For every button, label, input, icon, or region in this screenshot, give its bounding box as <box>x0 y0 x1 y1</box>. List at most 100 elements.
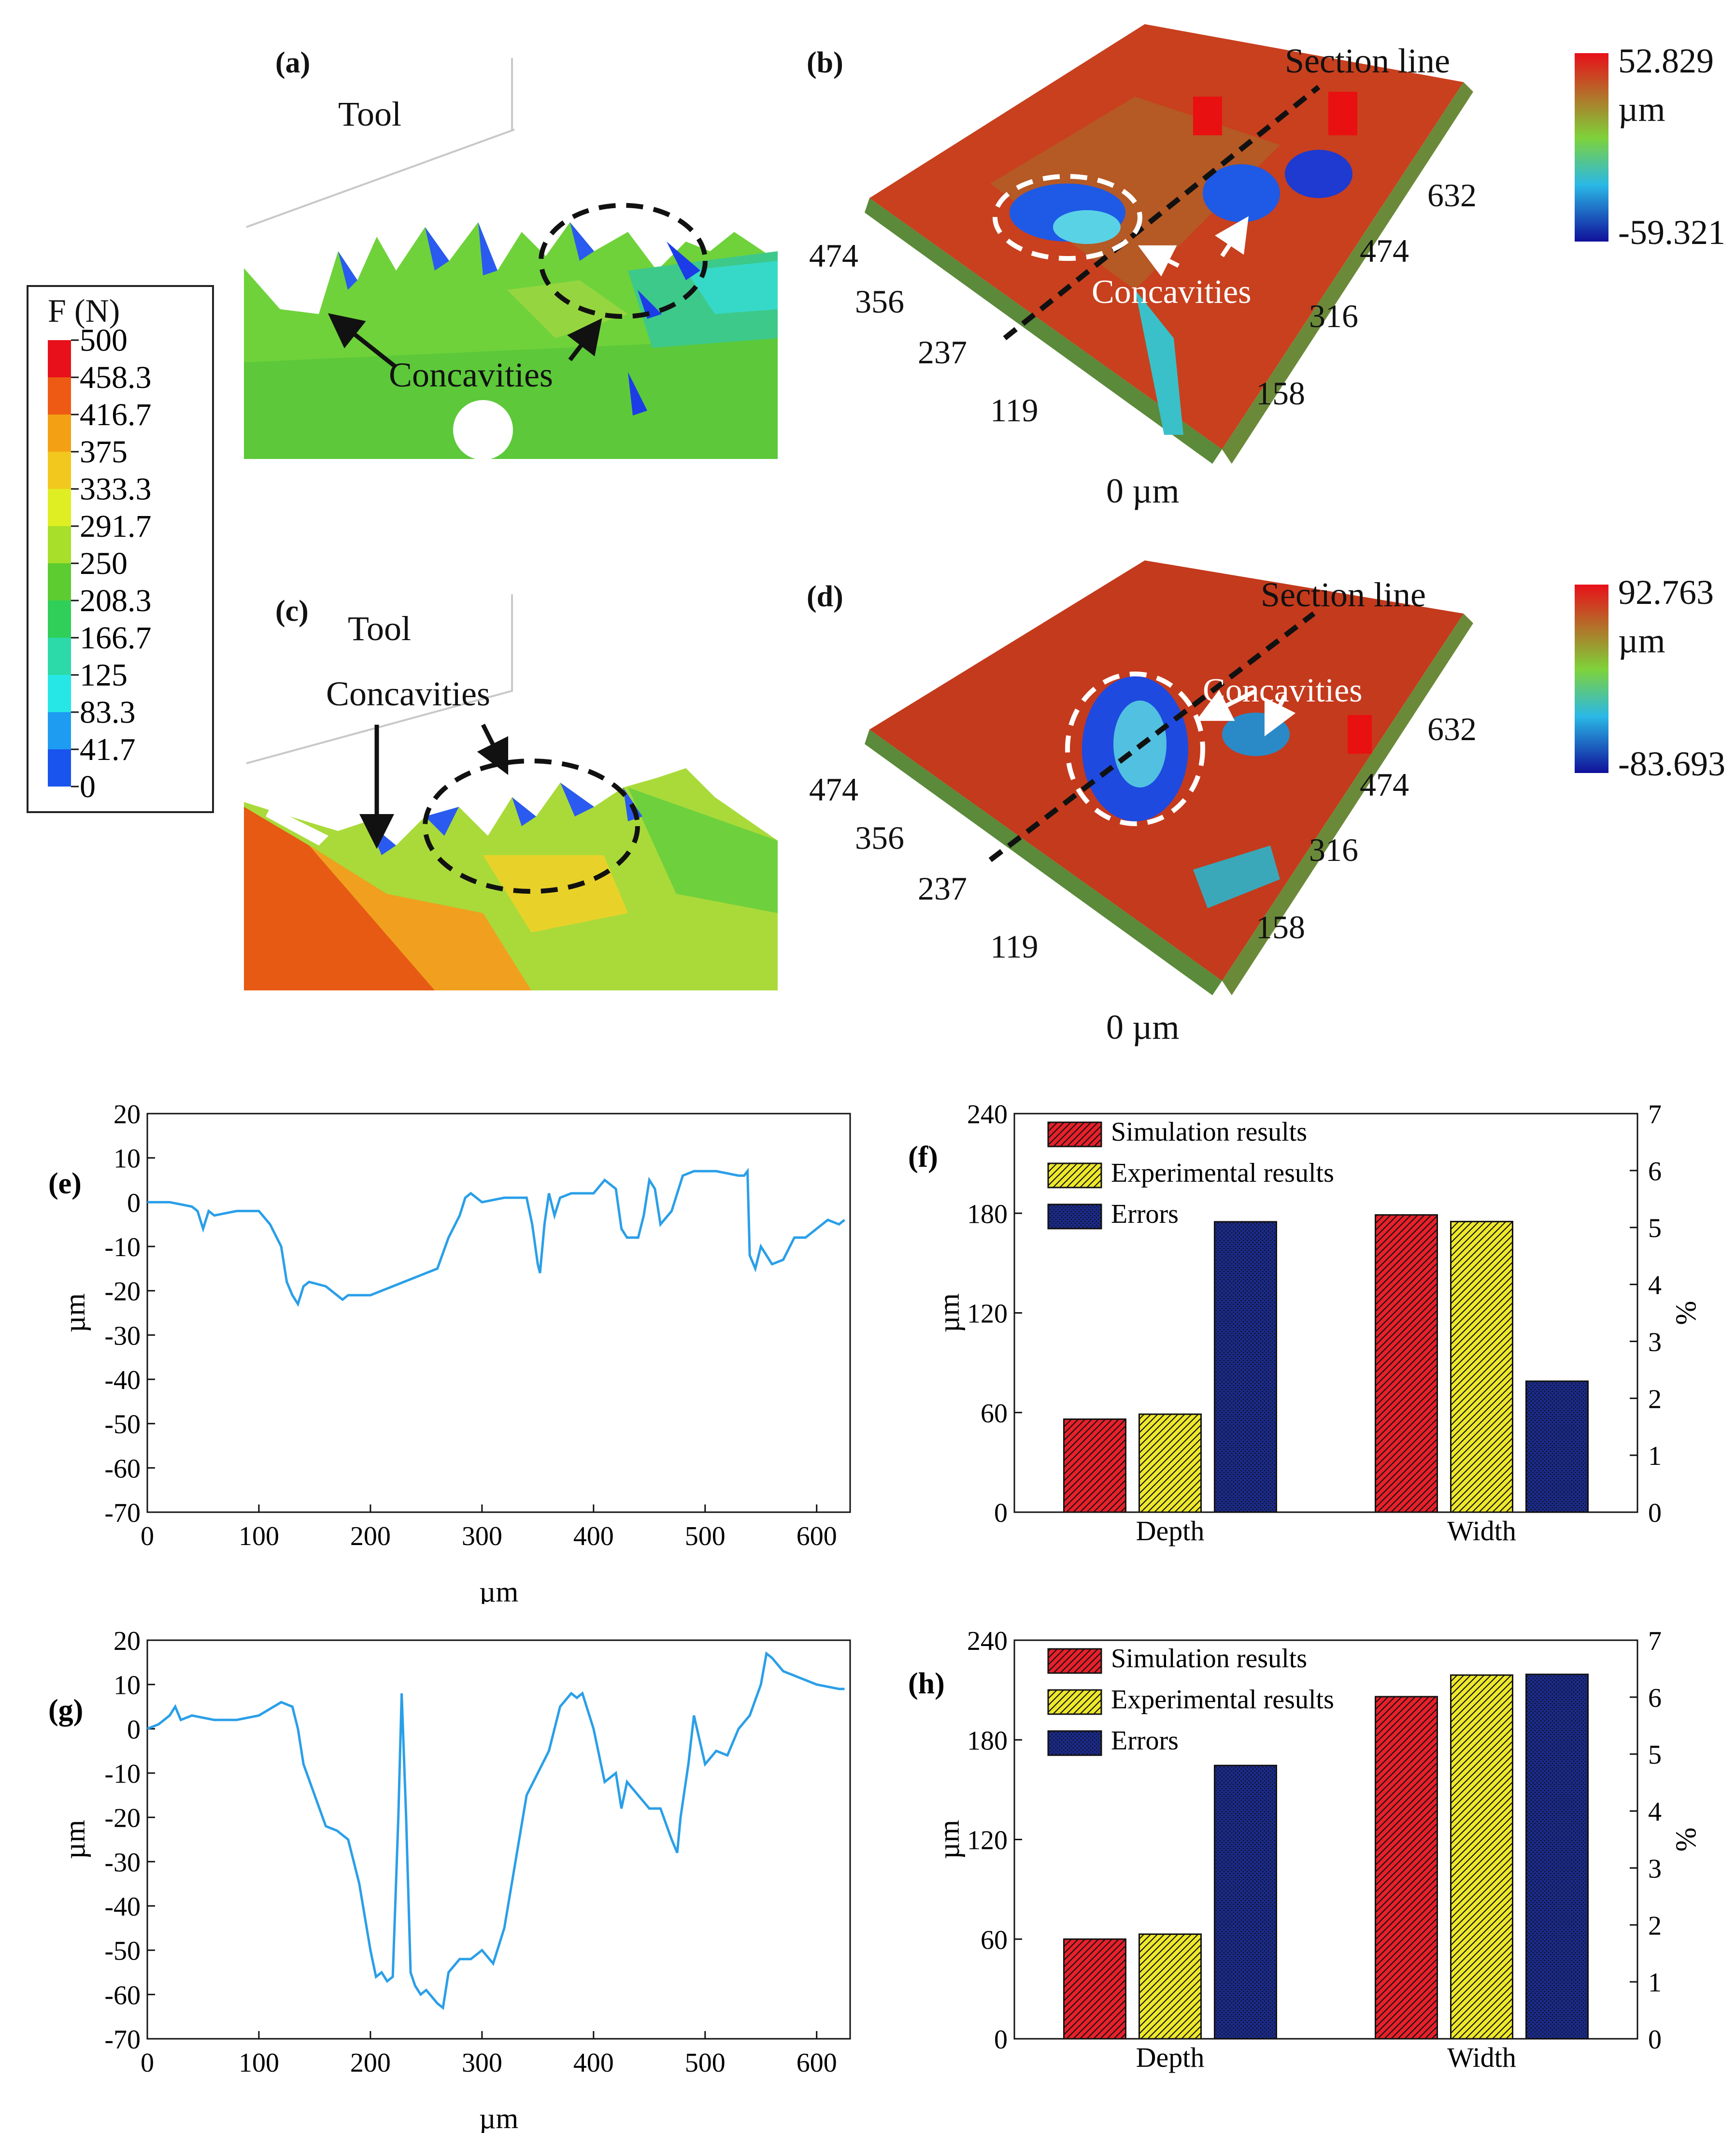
y2-axis-label: % <box>1670 1828 1702 1852</box>
panel-d: (d) Section line Concavities 92.763 µm -… <box>797 531 1736 1063</box>
y-tick-label: 0 <box>127 1715 141 1745</box>
arrow-concavity-left <box>1195 688 1257 721</box>
legend-level-label: 375 <box>80 434 128 470</box>
legend-color-cell <box>48 452 71 489</box>
legend-swatch <box>1047 1121 1102 1147</box>
y-tick-label: -10 <box>104 1232 141 1262</box>
y-tick-label: 240 <box>967 1100 1008 1130</box>
y-tick-label: 60 <box>981 1925 1008 1955</box>
x-category-label: Width <box>1447 2042 1516 2073</box>
x-tick-label: 600 <box>797 1521 837 1551</box>
y-tick-label: 10 <box>114 1144 141 1174</box>
panel-d-left-tick: 474 <box>809 771 858 808</box>
legend-entry: Simulation results <box>1111 1117 1307 1147</box>
bar-errors <box>1525 1674 1589 2040</box>
y2-tick-label: 6 <box>1648 1157 1662 1187</box>
y2-tick-label: 3 <box>1648 1854 1662 1884</box>
panel-a-concavities-label: Concavities <box>389 356 553 394</box>
y2-tick-label: 2 <box>1648 1384 1662 1414</box>
legend-swatch <box>1047 1648 1102 1674</box>
bar-experimental-results <box>1450 1674 1513 2040</box>
section-line <box>1003 85 1321 341</box>
chart-f: 0 60 120 180 240 0 1 2 3 4 5 6 7 µm % (f) Depth Width Simu… <box>908 1100 1702 1546</box>
force-legend-title: F (N) <box>48 292 120 329</box>
x-tick-label: 200 <box>350 1521 391 1551</box>
arrow-concavity-right <box>1264 694 1296 737</box>
legend-swatch <box>1047 1689 1102 1715</box>
y-tick-label: 120 <box>967 1826 1008 1856</box>
x-tick-label: 600 <box>797 2048 837 2078</box>
y-tick-label: 0 <box>994 2025 1008 2055</box>
panel-d-scale-unit: µm <box>1618 621 1665 660</box>
panel-d-left-tick: 356 <box>855 819 904 856</box>
bar-experimental-results <box>1450 1220 1513 1513</box>
panel-d-surface <box>865 560 1608 995</box>
y-tick-label: -50 <box>104 1936 141 1966</box>
bar-simulation-results <box>1375 1214 1438 1513</box>
y-tick-label: -70 <box>104 1498 141 1528</box>
y2-tick-label: 7 <box>1648 1626 1662 1656</box>
x-tick-label: 500 <box>685 2048 726 2078</box>
panel-a-label: (a) <box>275 46 311 79</box>
bar-experimental-results <box>1138 1933 1202 2040</box>
y2-tick-label: 0 <box>1648 1498 1662 1528</box>
legend-entry: Simulation results <box>1111 1644 1307 1674</box>
x-tick-label: 100 <box>239 1521 279 1551</box>
section-line <box>988 611 1316 862</box>
force-legend-scale: 500458.3416.7375333.3291.7250208.3166.71… <box>48 323 152 804</box>
y-tick-label: 180 <box>967 1199 1008 1229</box>
legend-swatch <box>1047 1203 1102 1230</box>
series-line-profile <box>147 1651 845 2010</box>
concavity-ellipse <box>993 174 1142 261</box>
bar-experimental-results <box>1138 1413 1202 1513</box>
y-tick-label: -60 <box>104 1980 141 2010</box>
y-axis-label: µm <box>933 1820 965 1859</box>
x-axis-label: µm <box>479 2103 518 2133</box>
panel-b-right-tick: 632 <box>1427 177 1477 214</box>
panel-d-section-line-label: Section line <box>1261 575 1426 614</box>
legend-level-label: 166.7 <box>80 620 152 656</box>
x-tick-label: 100 <box>239 2048 279 2078</box>
legend-level-label: 0 <box>80 769 96 804</box>
panel-c: (c) Tool Concavities <box>0 546 797 1029</box>
legend-entry: Errors <box>1111 1726 1179 1756</box>
y-axis-label: µm <box>933 1293 965 1332</box>
bar-simulation-results <box>1063 1418 1126 1513</box>
y2-tick-label: 5 <box>1648 1740 1662 1770</box>
chart-panel-label: (h) <box>908 1667 945 1700</box>
chart-h: 0 60 120 180 240 0 1 2 3 4 5 6 7 µm % (h) Depth Width Simu… <box>908 1626 1702 2073</box>
legend-color-cell <box>48 377 71 415</box>
panel-b-right-tick: 474 <box>1360 232 1409 269</box>
y-tick-label: 10 <box>114 1671 141 1701</box>
panel-d-left-tick: 119 <box>990 928 1039 965</box>
y2-tick-label: 7 <box>1648 1100 1662 1130</box>
y2-axis-label: % <box>1670 1301 1702 1325</box>
x-category-label: Depth <box>1136 2042 1205 2073</box>
legend-level-label: 291.7 <box>80 509 152 544</box>
legend-color-cell <box>48 340 71 377</box>
y-tick-label: -20 <box>104 1277 141 1307</box>
y-tick-label: -20 <box>104 1804 141 1833</box>
panel-b-left-tick: 356 <box>855 283 904 320</box>
tool-outline <box>246 594 513 764</box>
panel-a: (a) Tool Concavities <box>0 0 797 512</box>
y2-tick-label: 3 <box>1648 1327 1662 1357</box>
panel-b-left-tick: 474 <box>809 237 858 274</box>
force-legend: F (N) 500 458.3 416.7 375 333.3 291.7 250 208.3… <box>27 285 214 813</box>
tool-outline <box>246 58 513 228</box>
panel-c-label: (c) <box>275 595 309 628</box>
legend-color-cell <box>48 526 71 563</box>
y2-tick-label: 4 <box>1648 1797 1662 1827</box>
legend-level-label: 83.3 <box>80 695 136 730</box>
panel-b-left-tick: 0 µm <box>1106 472 1180 510</box>
legend-level-label: 208.3 <box>80 583 152 618</box>
x-tick-label: 300 <box>462 1521 502 1551</box>
plot-frame <box>146 1113 851 1513</box>
y2-tick-label: 2 <box>1648 1911 1662 1941</box>
panel-d-right-tick: 316 <box>1309 831 1358 868</box>
panel-c-concavities-label: Concavities <box>326 674 490 713</box>
y2-tick-label: 6 <box>1648 1683 1662 1713</box>
y2-tick-label: 5 <box>1648 1214 1662 1244</box>
y-axis-label: µm <box>59 1293 91 1332</box>
panel-d-label: (d) <box>807 580 843 613</box>
